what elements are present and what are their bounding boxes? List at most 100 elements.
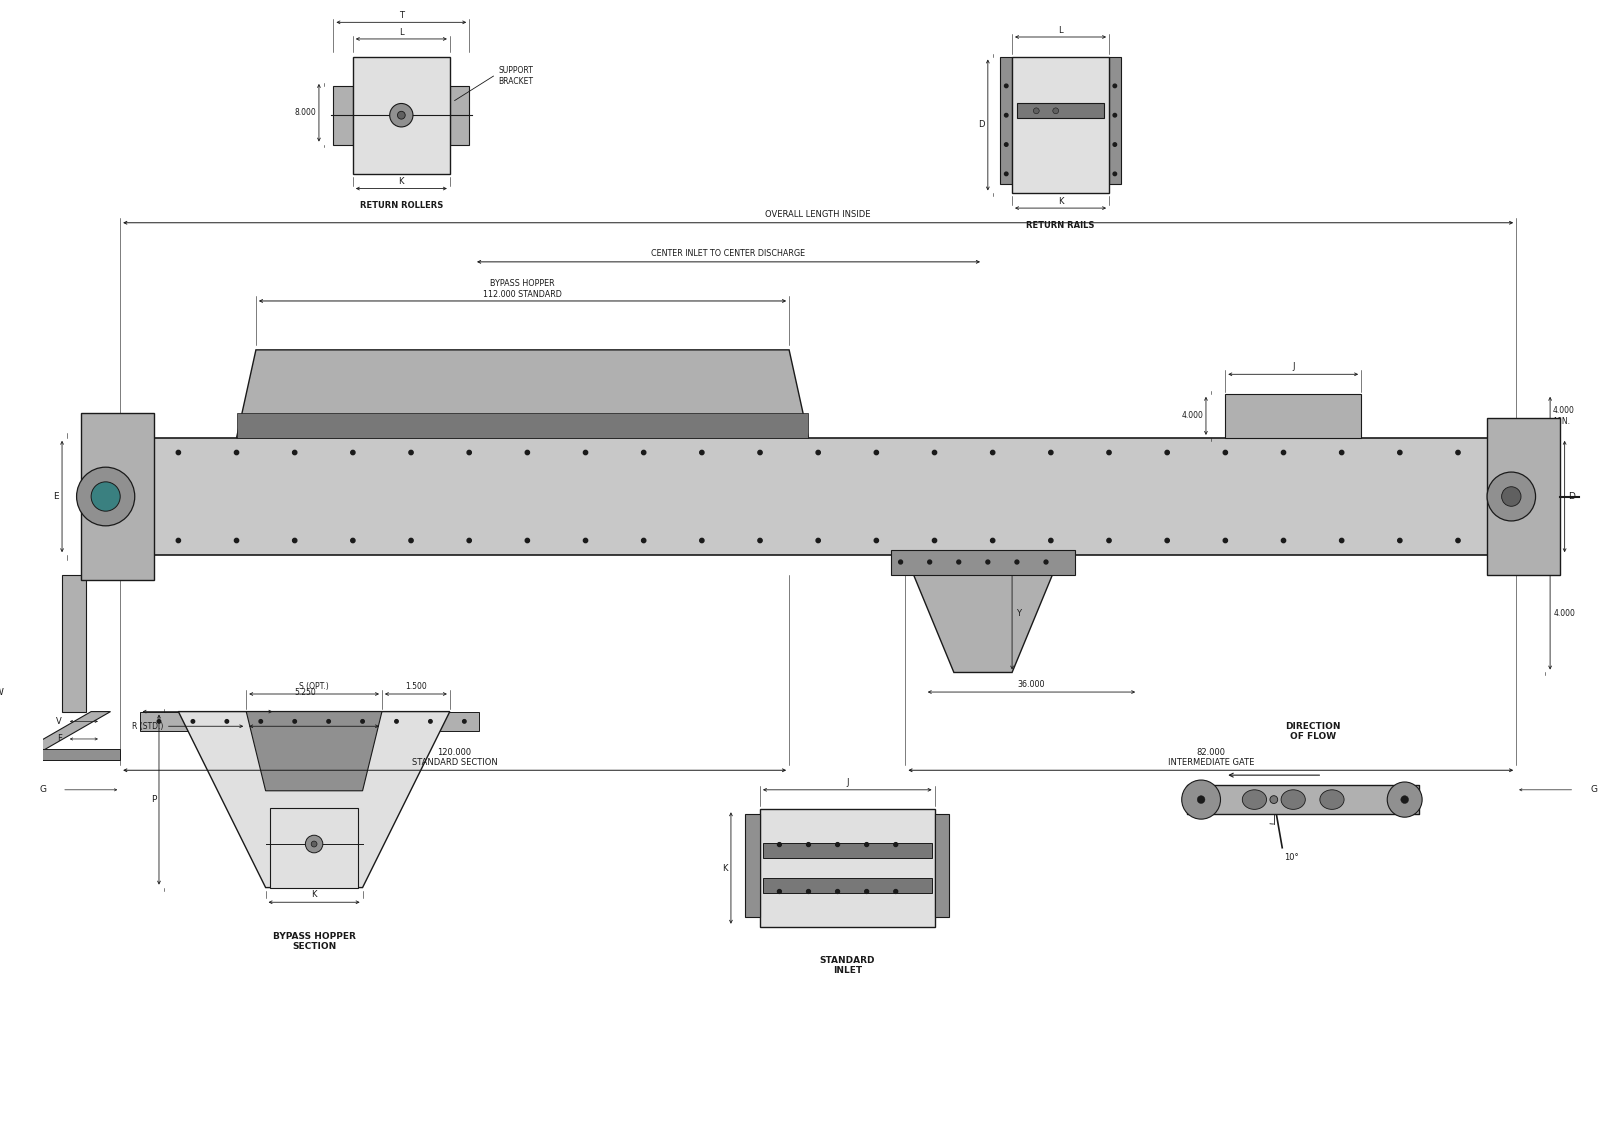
Circle shape (326, 720, 330, 723)
Bar (934, 814, 949, 917)
Bar (62, 575, 86, 712)
Circle shape (1114, 114, 1117, 117)
Text: RETURN ROLLERS: RETURN ROLLERS (360, 201, 443, 210)
Bar (24, 749, 120, 760)
Circle shape (1197, 795, 1205, 803)
Circle shape (1402, 795, 1408, 803)
Circle shape (758, 450, 762, 454)
Circle shape (1224, 450, 1227, 454)
Circle shape (350, 539, 355, 542)
Circle shape (1114, 84, 1117, 88)
Circle shape (77, 467, 134, 525)
Circle shape (1339, 450, 1344, 454)
Text: STANDARD
INLET: STANDARD INLET (819, 956, 875, 975)
Circle shape (899, 560, 902, 564)
Circle shape (1398, 450, 1402, 454)
Circle shape (1182, 780, 1221, 819)
Circle shape (1107, 450, 1110, 454)
Circle shape (1114, 143, 1117, 146)
Circle shape (874, 539, 878, 542)
Bar (763, 878, 931, 893)
Circle shape (1398, 539, 1402, 542)
Circle shape (1114, 172, 1117, 176)
Circle shape (1053, 108, 1059, 114)
Circle shape (699, 450, 704, 454)
Circle shape (350, 450, 355, 454)
Circle shape (293, 720, 296, 723)
Text: CENTER INLET TO CENTER DISCHARGE: CENTER INLET TO CENTER DISCHARGE (651, 249, 805, 258)
Circle shape (235, 450, 238, 454)
Ellipse shape (1242, 790, 1267, 809)
Polygon shape (906, 555, 1061, 673)
Text: S (OPT.): S (OPT.) (299, 682, 330, 691)
Circle shape (986, 560, 990, 564)
Circle shape (928, 560, 931, 564)
Text: G: G (1590, 785, 1597, 794)
Text: 5.250: 5.250 (294, 687, 317, 696)
Circle shape (1005, 172, 1008, 176)
Circle shape (306, 835, 323, 853)
Circle shape (806, 890, 811, 893)
Circle shape (1165, 539, 1170, 542)
Circle shape (1456, 450, 1461, 454)
Circle shape (1456, 539, 1461, 542)
Text: E: E (53, 492, 59, 501)
Circle shape (293, 450, 298, 454)
Bar (450, 86, 469, 144)
Circle shape (894, 843, 898, 846)
Bar (354, 56, 450, 174)
Text: BYPASS HOPPER
112.000 STANDARD: BYPASS HOPPER 112.000 STANDARD (483, 279, 562, 298)
Text: BYPASS HOPPER
SECTION: BYPASS HOPPER SECTION (272, 932, 355, 951)
Ellipse shape (1282, 790, 1306, 809)
Circle shape (1282, 450, 1286, 454)
Circle shape (310, 842, 317, 847)
Circle shape (758, 539, 762, 542)
Text: K: K (312, 890, 317, 899)
Bar (891, 550, 1075, 575)
Circle shape (429, 720, 432, 723)
Circle shape (1034, 108, 1040, 114)
Circle shape (933, 539, 936, 542)
Bar (1000, 56, 1013, 183)
Text: T: T (398, 11, 403, 20)
Polygon shape (237, 413, 808, 438)
Circle shape (1165, 450, 1170, 454)
Text: 4.000: 4.000 (1181, 412, 1203, 421)
Text: 36.000: 36.000 (1018, 681, 1045, 690)
Circle shape (806, 843, 811, 846)
Polygon shape (178, 712, 450, 888)
Circle shape (957, 560, 960, 564)
Circle shape (1048, 450, 1053, 454)
Circle shape (293, 539, 298, 542)
Circle shape (525, 450, 530, 454)
Text: L: L (398, 27, 403, 36)
Circle shape (1387, 782, 1422, 817)
Circle shape (816, 539, 821, 542)
Circle shape (933, 450, 936, 454)
Circle shape (1107, 539, 1110, 542)
Circle shape (1270, 795, 1278, 803)
Circle shape (235, 539, 238, 542)
Circle shape (467, 450, 472, 454)
Circle shape (1486, 472, 1536, 521)
Circle shape (990, 539, 995, 542)
Circle shape (176, 539, 181, 542)
Bar (1018, 104, 1104, 118)
Circle shape (1005, 114, 1008, 117)
Circle shape (584, 539, 587, 542)
Circle shape (1502, 487, 1522, 506)
Circle shape (835, 890, 840, 893)
Circle shape (395, 720, 398, 723)
Circle shape (462, 720, 466, 723)
Circle shape (1339, 539, 1344, 542)
Circle shape (397, 111, 405, 119)
Circle shape (190, 720, 195, 723)
Bar (763, 843, 931, 858)
Circle shape (1005, 143, 1008, 146)
Text: D: D (1568, 492, 1576, 501)
Bar (139, 712, 478, 731)
Text: 120.000
STANDARD SECTION: 120.000 STANDARD SECTION (411, 748, 498, 767)
Circle shape (990, 450, 995, 454)
Circle shape (259, 720, 262, 723)
Bar (120, 438, 1517, 555)
